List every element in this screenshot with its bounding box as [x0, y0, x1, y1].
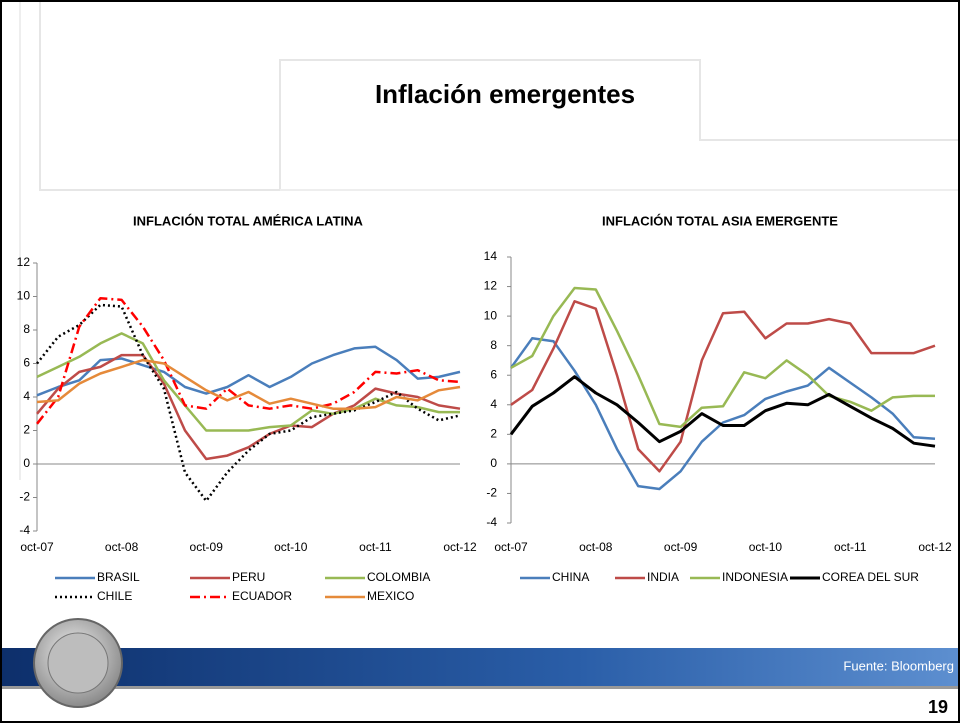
x-tick-label: oct-10: [749, 540, 783, 554]
legend-label: INDONESIA: [722, 570, 788, 584]
legend-label: COREA DEL SUR: [822, 570, 919, 584]
legend-label: ECUADOR: [232, 589, 292, 603]
x-tick-label: oct-12: [918, 540, 952, 554]
footer-line: [0, 686, 960, 689]
y-tick-label: 4: [490, 397, 497, 411]
y-tick-label: -4: [19, 523, 30, 537]
legend-label: CHINA: [552, 570, 589, 584]
y-tick-label: 12: [484, 279, 498, 293]
source: Fuente: Bloomberg: [843, 658, 954, 673]
y-tick-label: 0: [490, 456, 497, 470]
series-line: [510, 286, 935, 429]
y-tick-label: -2: [486, 486, 497, 500]
slide-title: Inflación emergentes: [375, 79, 635, 109]
x-tick-label: oct-09: [190, 540, 224, 554]
y-tick-label: 2: [490, 427, 497, 441]
series-line: [36, 296, 461, 425]
legend-label: MEXICO: [367, 589, 414, 603]
chart-title: INFLACIÓN TOTAL AMÉRICA LATINA: [133, 213, 363, 228]
x-tick-label: oct-09: [664, 540, 698, 554]
series-line: [36, 345, 461, 397]
legend-label: BRASIL: [97, 570, 140, 584]
y-tick-label: 10: [17, 289, 31, 303]
series-line: [510, 300, 936, 473]
legend-label: INDIA: [647, 570, 679, 584]
x-tick-label: oct-11: [834, 540, 867, 554]
y-tick-label: -2: [19, 490, 30, 504]
legend-label: CHILE: [97, 589, 132, 603]
page-number: 19: [928, 697, 948, 717]
y-tick-label: 0: [23, 456, 30, 470]
y-tick-label: 14: [484, 249, 498, 263]
y-tick-label: 8: [490, 338, 497, 352]
y-tick-label: 6: [490, 367, 497, 381]
y-tick-label: 4: [23, 389, 30, 403]
y-tick-label: 10: [484, 308, 498, 322]
legend-label: COLOMBIA: [367, 570, 430, 584]
decoration: [39, 0, 960, 191]
chart-title: INFLACIÓN TOTAL ASIA EMERGENTE: [602, 213, 838, 228]
y-tick-label: 8: [23, 322, 30, 336]
x-tick-label: oct-12: [443, 540, 477, 554]
x-tick-label: oct-07: [494, 540, 528, 554]
series-line: [509, 375, 936, 448]
x-tick-label: oct-10: [274, 540, 308, 554]
footer-bar: [0, 648, 960, 686]
legend-label: PERU: [232, 570, 265, 584]
x-tick-label: oct-08: [105, 540, 139, 554]
y-tick-label: 12: [17, 255, 31, 269]
logo-inner: [47, 632, 109, 694]
y-tick-label: -4: [486, 515, 497, 529]
x-tick-label: oct-11: [359, 540, 392, 554]
series-line: [36, 353, 461, 461]
x-tick-label: oct-08: [579, 540, 613, 554]
x-tick-label: oct-07: [20, 540, 54, 554]
series-line: [36, 358, 461, 410]
decoration: [19, 0, 960, 480]
y-tick-label: 2: [23, 423, 30, 437]
y-tick-label: 6: [23, 356, 30, 370]
series-line: [36, 332, 460, 432]
